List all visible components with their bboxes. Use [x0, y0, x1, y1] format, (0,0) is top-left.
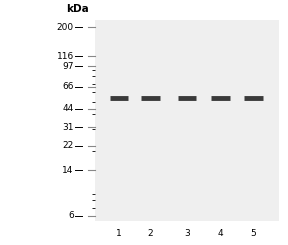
Text: 5: 5	[251, 229, 256, 238]
Text: 31: 31	[62, 123, 74, 132]
Text: 3: 3	[184, 229, 190, 238]
Text: kDa: kDa	[67, 4, 89, 13]
Text: 116: 116	[56, 52, 74, 61]
Text: 6: 6	[68, 211, 74, 220]
Text: 4: 4	[217, 229, 223, 238]
Text: 2: 2	[147, 229, 153, 238]
Text: 44: 44	[62, 104, 74, 113]
Text: 97: 97	[62, 61, 74, 71]
Text: 22: 22	[62, 141, 74, 150]
Text: 14: 14	[62, 166, 74, 175]
Text: 200: 200	[57, 23, 74, 32]
Text: 1: 1	[116, 229, 122, 238]
Text: 66: 66	[62, 82, 74, 91]
